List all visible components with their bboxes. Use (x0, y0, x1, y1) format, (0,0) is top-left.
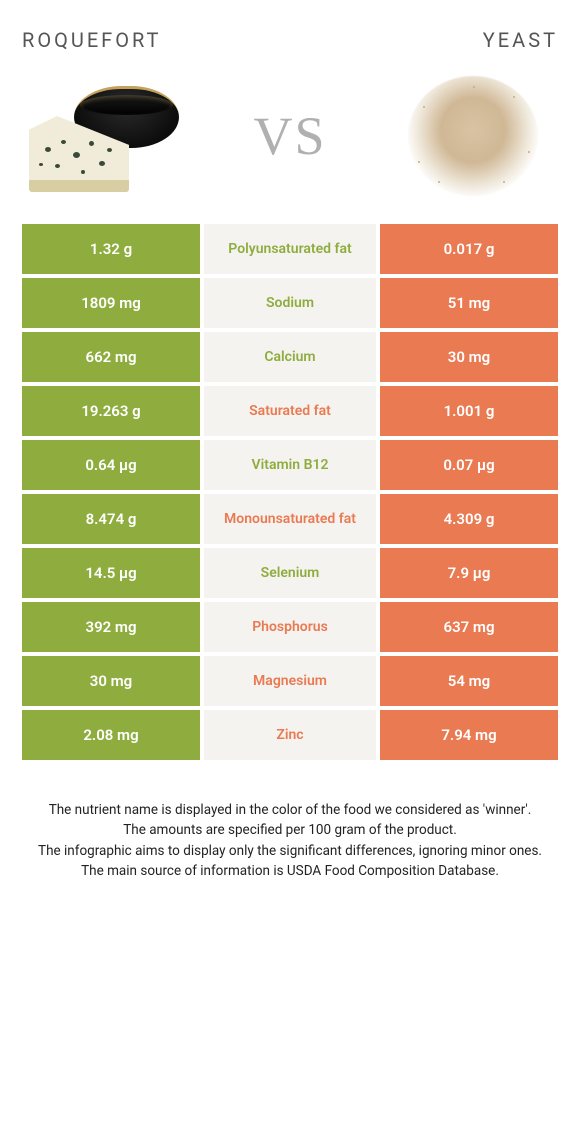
left-value: 392 mg (22, 602, 200, 652)
nutrient-label: Phosphorus (204, 602, 376, 652)
left-value: 662 mg (22, 332, 200, 382)
footer-line: The amounts are specified per 100 gram o… (28, 820, 552, 840)
table-row: 8.474 gMonounsaturated fat4.309 g (22, 494, 558, 544)
nutrient-label: Magnesium (204, 656, 376, 706)
nutrient-label: Sodium (204, 278, 376, 328)
nutrient-label: Zinc (204, 710, 376, 760)
table-row: 392 mgPhosphorus637 mg (22, 602, 558, 652)
table-row: 2.08 mgZinc7.94 mg (22, 710, 558, 760)
right-food-title: Yeast (483, 28, 558, 52)
roquefort-image (22, 66, 192, 206)
footer-line: The nutrient name is displayed in the co… (28, 800, 552, 820)
nutrient-label: Polyunsaturated fat (204, 224, 376, 274)
table-row: 0.64 µgVitamin B120.07 µg (22, 440, 558, 490)
nutrient-label: Selenium (204, 548, 376, 598)
right-value: 637 mg (380, 602, 558, 652)
right-value: 1.001 g (380, 386, 558, 436)
yeast-image (388, 66, 558, 206)
left-value: 1.32 g (22, 224, 200, 274)
left-food-title: Roquefort (22, 28, 161, 52)
footer-notes: The nutrient name is displayed in the co… (22, 800, 558, 881)
header: Roquefort Yeast (22, 20, 558, 66)
vs-row: VS (22, 66, 558, 206)
right-value: 30 mg (380, 332, 558, 382)
right-value: 7.9 µg (380, 548, 558, 598)
right-value: 0.017 g (380, 224, 558, 274)
left-value: 2.08 mg (22, 710, 200, 760)
nutrient-label: Saturated fat (204, 386, 376, 436)
nutrient-label: Vitamin B12 (204, 440, 376, 490)
footer-line: The infographic aims to display only the… (28, 841, 552, 861)
table-row: 1.32 gPolyunsaturated fat0.017 g (22, 224, 558, 274)
left-value: 19.263 g (22, 386, 200, 436)
table-row: 30 mgMagnesium54 mg (22, 656, 558, 706)
right-value: 54 mg (380, 656, 558, 706)
comparison-table: 1.32 gPolyunsaturated fat0.017 g1809 mgS… (22, 224, 558, 760)
nutrient-label: Monounsaturated fat (204, 494, 376, 544)
right-value: 51 mg (380, 278, 558, 328)
left-value: 1809 mg (22, 278, 200, 328)
right-value: 4.309 g (380, 494, 558, 544)
table-row: 19.263 gSaturated fat1.001 g (22, 386, 558, 436)
table-row: 662 mgCalcium30 mg (22, 332, 558, 382)
left-value: 14.5 µg (22, 548, 200, 598)
right-value: 7.94 mg (380, 710, 558, 760)
left-value: 8.474 g (22, 494, 200, 544)
left-value: 30 mg (22, 656, 200, 706)
nutrient-label: Calcium (204, 332, 376, 382)
table-row: 14.5 µgSelenium7.9 µg (22, 548, 558, 598)
left-value: 0.64 µg (22, 440, 200, 490)
vs-label: VS (253, 105, 326, 167)
footer-line: The main source of information is USDA F… (28, 861, 552, 881)
right-value: 0.07 µg (380, 440, 558, 490)
table-row: 1809 mgSodium51 mg (22, 278, 558, 328)
